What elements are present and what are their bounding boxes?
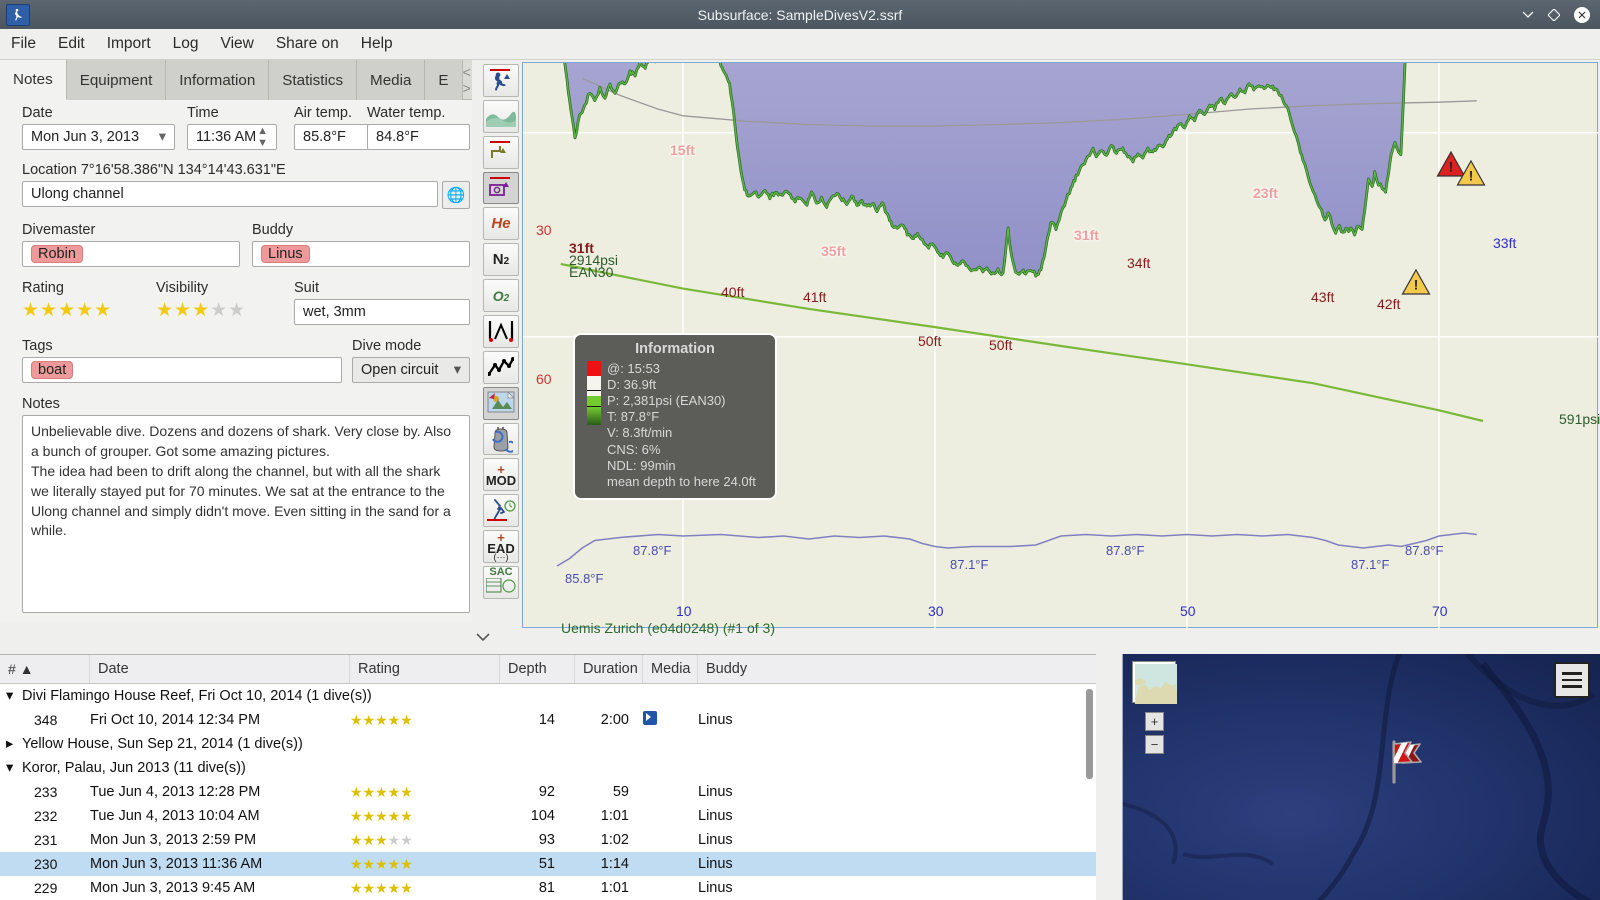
svg-text:!: ! (1469, 169, 1474, 184)
svg-text:!: ! (1449, 160, 1454, 175)
svg-text:!: ! (1414, 278, 1419, 293)
